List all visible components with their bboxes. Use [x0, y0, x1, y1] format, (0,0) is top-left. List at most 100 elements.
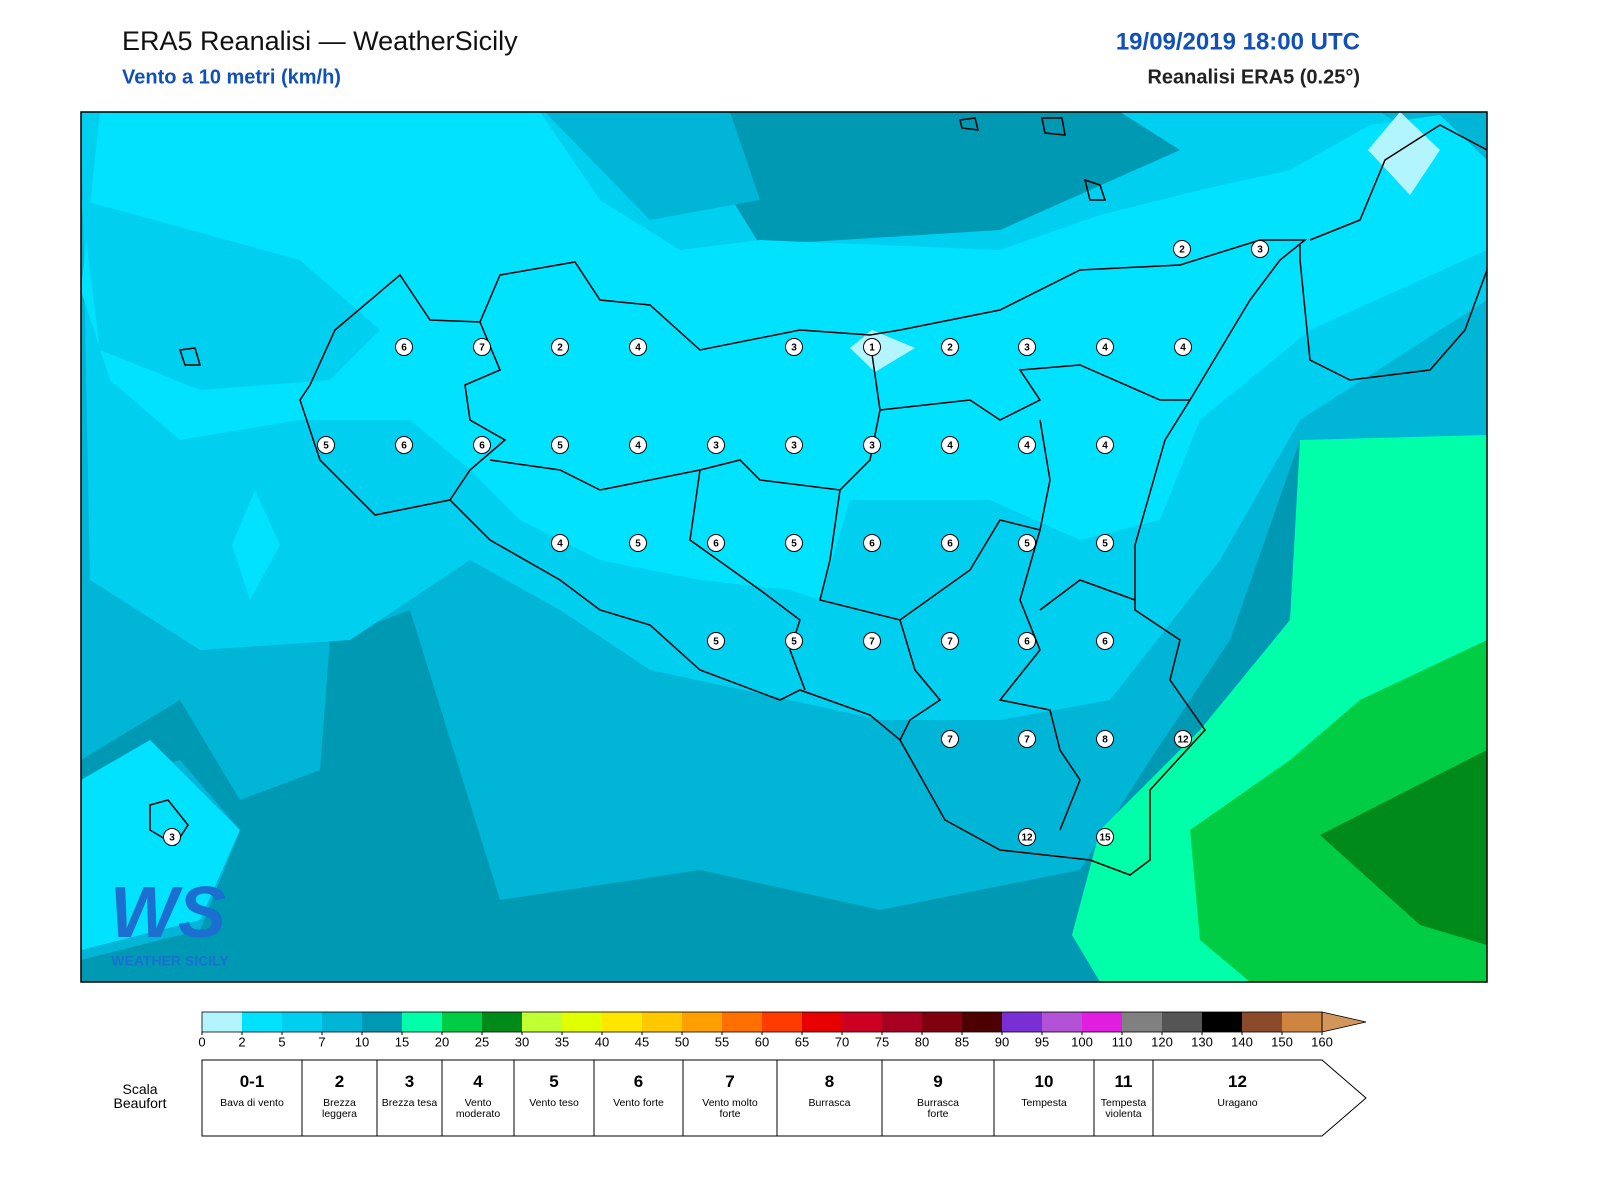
colorbar-segment: [1042, 1012, 1082, 1032]
station-marker: [863, 436, 881, 454]
beaufort-description: Brezza tesa: [381, 1097, 438, 1109]
colorbar-tick-label: 100: [1071, 1034, 1093, 1049]
colorbar-segment: [522, 1012, 562, 1032]
colorbar-segment: [1202, 1012, 1242, 1032]
station-marker: [1174, 338, 1192, 356]
colorbar-segment: [1002, 1012, 1042, 1032]
station-marker: [1096, 828, 1114, 846]
map-frame: [80, 111, 1488, 983]
colorbar-segment: [1082, 1012, 1122, 1032]
station-marker: [629, 338, 647, 356]
subtitle: Vento a 10 metri (km/h): [122, 66, 341, 88]
beaufort-force: 7: [725, 1072, 735, 1091]
station-marker: [551, 338, 569, 356]
logo-name: WEATHER SICILY: [111, 953, 229, 969]
colorbar-tick-label: 80: [915, 1034, 929, 1049]
colorbar-segment: [282, 1012, 322, 1032]
beaufort-force: 4: [473, 1072, 483, 1091]
colorbar-tick-label: 150: [1271, 1034, 1293, 1049]
beaufort-force: 6: [633, 1072, 644, 1091]
station-value: 3: [713, 441, 719, 452]
beaufort-cell: 7 Vento molto forte: [683, 1060, 777, 1136]
colorbar-tick-label: 65: [795, 1034, 809, 1049]
colorbar-segment: [562, 1012, 602, 1032]
colorbar: 0 2 5 7 10 15 20 25 30 35 40 45 50 55 60 65 70 75 80 85 90 95…: [198, 1011, 1367, 1049]
station-value: 5: [323, 441, 329, 452]
colorbar-tick-label: 75: [875, 1034, 889, 1049]
station-value: 7: [479, 343, 485, 354]
colorbar-tick-label: 130: [1191, 1034, 1213, 1049]
station-marker: [1018, 436, 1036, 454]
station-marker: [1096, 338, 1114, 356]
station-marker: [1173, 240, 1191, 258]
station-value: 5: [1024, 539, 1030, 550]
station-value: 6: [1102, 637, 1108, 648]
colorbar-tick-label: 90: [995, 1034, 1009, 1049]
station-value: 7: [869, 637, 875, 648]
beaufort-description: Burrasca forte: [916, 1097, 959, 1120]
station-value: 5: [791, 637, 797, 648]
station-value: 3: [1257, 245, 1263, 256]
station-marker: [941, 632, 959, 650]
station-marker: [863, 534, 881, 552]
colorbar-tick-label: 0: [198, 1034, 205, 1049]
beaufort-cell: 10 Tempesta: [994, 1060, 1094, 1136]
beaufort-label: Scala Beaufort: [113, 1081, 167, 1111]
beaufort-force: 8: [824, 1072, 835, 1091]
colorbar-segment: [362, 1012, 402, 1032]
station-marker: [629, 436, 647, 454]
beaufort-force: 10: [1034, 1072, 1054, 1091]
colorbar-tick-label: 70: [835, 1034, 849, 1049]
colorbar-segment: [202, 1012, 242, 1032]
station-value: 6: [479, 441, 485, 452]
colorbar-segment: [1122, 1012, 1162, 1032]
station-marker: [551, 534, 569, 552]
station-marker: [1018, 730, 1036, 748]
beaufort-description: Burrasca: [808, 1097, 851, 1109]
station-marker: [163, 828, 181, 846]
station-value: 3: [791, 343, 797, 354]
station-marker: [1251, 240, 1269, 258]
beaufort-cell: 8 Burrasca: [777, 1060, 882, 1136]
station-value: 12: [1177, 735, 1189, 746]
colorbar-segment: [882, 1012, 922, 1032]
colorbar-tick-label: 15: [395, 1034, 409, 1049]
beaufort-cell: 4 Vento moderato: [442, 1060, 514, 1136]
colorbar-segment: [842, 1012, 882, 1032]
colorbar-tick-label: 85: [955, 1034, 969, 1049]
beaufort-cell: 6 Vento forte: [594, 1060, 683, 1136]
station-value: 3: [869, 441, 875, 452]
station-value: 7: [1024, 735, 1030, 746]
colorbar-tick-label: 50: [675, 1034, 689, 1049]
station-marker: [863, 338, 881, 356]
beaufort-cell: 11 Tempesta violenta: [1094, 1060, 1153, 1136]
colorbar-segment: [922, 1012, 962, 1032]
station-marker: [1096, 436, 1114, 454]
colorbar-tick-label: 35: [555, 1034, 569, 1049]
colorbar-tick-label: 55: [715, 1034, 729, 1049]
beaufort-cell: 2 Brezza leggera: [302, 1060, 377, 1136]
station-marker: [785, 632, 803, 650]
colorbar-tick-label: 45: [635, 1034, 649, 1049]
beaufort-force: 5: [549, 1072, 559, 1091]
colorbar-tick-label: 2: [238, 1034, 245, 1049]
station-value: 3: [1024, 343, 1030, 354]
colorbar-segment: [1162, 1012, 1202, 1032]
colorbar-tick-label: 110: [1112, 1034, 1133, 1049]
beaufort-description: Vento teso: [529, 1097, 579, 1109]
colorbar-tick-label: 160: [1311, 1034, 1333, 1049]
station-marker: [707, 534, 725, 552]
station-value: 4: [1180, 343, 1186, 354]
station-value: 5: [713, 637, 719, 648]
beaufort-description: Vento molto forte: [702, 1097, 758, 1120]
station-value: 4: [947, 441, 953, 452]
station-value: 6: [401, 343, 407, 354]
datetime: 19/09/2019 18:00 UTC: [1116, 28, 1360, 55]
colorbar-tick-label: 40: [595, 1034, 609, 1049]
station-value: 5: [791, 539, 797, 550]
colorbar-segment: [482, 1012, 522, 1032]
colorbar-segment: [442, 1012, 482, 1032]
wind-field: [81, 112, 1487, 982]
